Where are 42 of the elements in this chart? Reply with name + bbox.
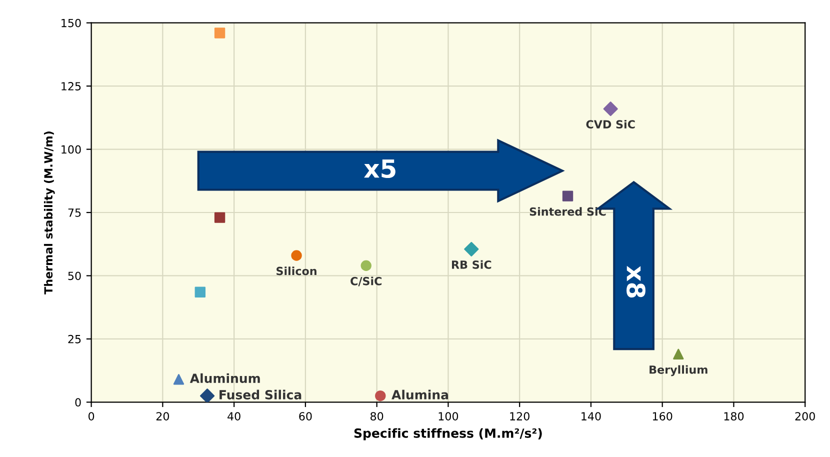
point [194,286,206,298]
x-axis-title: Specific stiffness (M.m²/s²) [354,428,542,440]
point [562,190,574,202]
x-tick-label: 80 [370,412,384,420]
point [214,28,226,38]
series-label: Fused Silica [220,390,302,400]
series-label: Beryllium [650,365,708,376]
annotation: x5 [364,159,396,178]
y-tick-label: 125 [62,82,81,90]
series-label: Aluminum [190,373,260,384]
x-tick-label: 200 [795,412,815,420]
series-label: CVD SiC [586,120,635,129]
point [375,390,386,402]
point [200,388,215,402]
x-tick-label: 100 [438,412,458,420]
x-tick-label: 0 [88,412,94,420]
series-label: RB SiC [452,260,492,269]
x-tick-label: 140 [582,412,601,420]
point [291,250,302,261]
point [360,260,372,271]
x-tick-label: 160 [652,412,672,420]
y-tick-label: 75 [68,208,81,217]
series-label: Silicon [276,266,316,276]
point [214,212,226,223]
x-tick-label: 180 [724,412,744,420]
y-axis-title: Thermal stability (M.W/m) [44,132,55,294]
x-tick-label: 40 [228,412,240,420]
y-tick-label: 150 [62,18,81,28]
x-tick-label: 60 [299,412,312,420]
y-tick-label: 0 [75,398,81,407]
y-tick-label: 50 [68,272,81,280]
point [673,348,684,360]
series-label: Alumina [392,390,448,400]
point [464,242,479,256]
series-label: C/SiC [350,276,382,286]
y-tick-label: 25 [68,334,81,344]
x-tick-label: 120 [510,412,530,420]
x-tick-label: 20 [156,412,170,420]
annotation: x8 [626,266,646,298]
point [173,374,184,385]
y-tick-label: 100 [62,145,81,154]
point [603,102,618,116]
